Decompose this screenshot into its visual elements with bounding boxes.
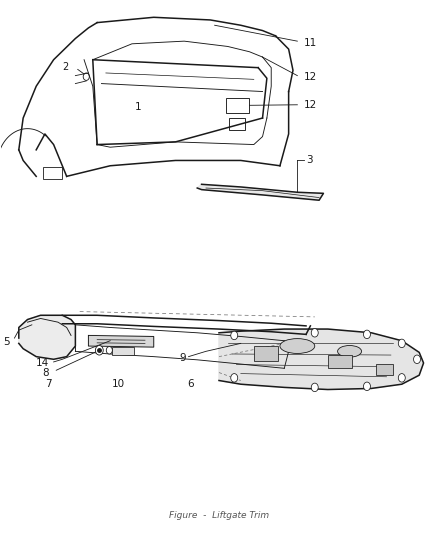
FancyBboxPatch shape	[328, 355, 352, 368]
Circle shape	[413, 355, 420, 364]
Text: 5: 5	[4, 337, 10, 347]
Text: 12: 12	[304, 71, 317, 82]
Circle shape	[398, 339, 405, 348]
Polygon shape	[197, 184, 323, 200]
Circle shape	[106, 346, 113, 354]
Circle shape	[311, 383, 318, 392]
Polygon shape	[219, 329, 424, 390]
Polygon shape	[19, 316, 75, 359]
FancyBboxPatch shape	[229, 118, 245, 130]
Text: 9: 9	[180, 353, 186, 362]
FancyBboxPatch shape	[376, 364, 393, 375]
FancyBboxPatch shape	[113, 347, 134, 354]
Text: 1: 1	[135, 102, 142, 112]
Text: 7: 7	[45, 379, 51, 389]
Text: 11: 11	[304, 38, 317, 48]
Circle shape	[398, 374, 405, 382]
FancyBboxPatch shape	[226, 98, 250, 113]
FancyBboxPatch shape	[254, 346, 278, 361]
Circle shape	[95, 345, 103, 355]
FancyBboxPatch shape	[43, 167, 62, 179]
Text: 14: 14	[36, 358, 49, 368]
Text: 8: 8	[42, 368, 49, 377]
Circle shape	[231, 374, 238, 382]
Ellipse shape	[280, 338, 315, 353]
Circle shape	[364, 382, 371, 391]
Circle shape	[83, 73, 89, 80]
Circle shape	[231, 331, 238, 340]
Circle shape	[364, 330, 371, 338]
Text: 2: 2	[63, 62, 69, 72]
Circle shape	[311, 328, 318, 337]
Text: 10: 10	[111, 379, 124, 389]
Text: 6: 6	[187, 379, 194, 389]
Text: 12: 12	[304, 100, 317, 110]
Text: Figure  -  Liftgate Trim: Figure - Liftgate Trim	[169, 511, 269, 520]
Text: 3: 3	[306, 156, 313, 165]
Polygon shape	[88, 335, 154, 347]
Ellipse shape	[338, 345, 361, 357]
